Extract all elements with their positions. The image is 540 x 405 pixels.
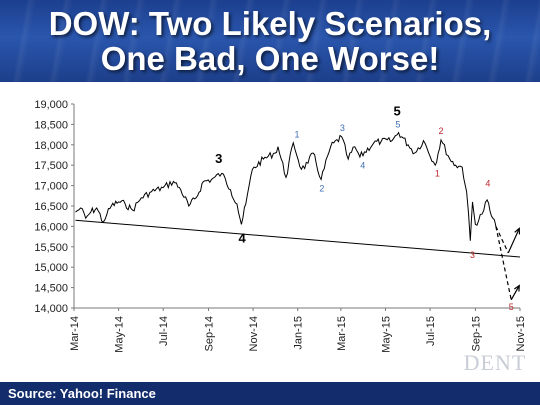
y-tick-label: 14,000 <box>34 303 68 315</box>
x-tick-label: Mar-15 <box>336 316 348 351</box>
dow-line-chart: 14,000 14,500 15,000 15,500 16,000 16,500 17,0… <box>34 99 527 353</box>
dow-price-line <box>75 131 497 241</box>
y-tick-label: 18,500 <box>34 119 68 131</box>
wave-label-red: 4 <box>485 178 490 188</box>
x-tick-label: May-15 <box>380 316 392 353</box>
wave-label-red: 1 <box>435 169 440 179</box>
chart-title-line-2: One Bad, One Worse! <box>100 40 440 77</box>
source-label: Source: Yahoo! Finance <box>8 386 156 401</box>
y-tick-label: 19,000 <box>34 99 68 111</box>
y-tick-label: 17,500 <box>34 160 68 172</box>
x-tick-label: Nov-15 <box>515 316 527 351</box>
x-tick-label: Jan-15 <box>293 316 305 350</box>
plot-area: 14,000 14,500 15,000 15,500 16,000 16,500 17,0… <box>0 82 540 382</box>
y-tick-label: 16,500 <box>34 201 68 213</box>
wave-label-blue: 5 <box>395 120 400 130</box>
wave-label-blue: 2 <box>319 183 324 193</box>
y-tick-label: 15,000 <box>34 262 68 274</box>
x-tick-label: Sep-15 <box>470 316 482 351</box>
y-tick-label: 14,500 <box>34 283 68 295</box>
wave-label-red: 3 <box>470 250 475 260</box>
source-footer: Source: Yahoo! Finance <box>0 382 540 405</box>
wave-label-red: 5 <box>509 302 514 312</box>
projection-bad-decline <box>495 226 509 254</box>
wave-label-black: 5 <box>394 103 401 118</box>
x-tick-label: Jul-14 <box>158 316 170 346</box>
chart-title-line-1: DOW: Two Likely Scenarios, <box>48 5 492 42</box>
wave-label-black: 4 <box>239 231 247 246</box>
y-tick-label: 18,000 <box>34 140 68 152</box>
wave-label-black: 3 <box>215 151 222 166</box>
x-tick-label: Mar-14 <box>69 316 81 351</box>
projection-bad-arrowhead <box>514 227 521 235</box>
dent-logo: DENT <box>463 350 527 375</box>
wave-label-blue: 4 <box>360 160 365 170</box>
projection-worse-rebound <box>510 285 520 301</box>
projection-worse-arrowhead <box>514 284 520 292</box>
y-tick-label: 16,000 <box>34 221 68 233</box>
x-tick-label: Sep-14 <box>204 316 216 351</box>
support-trendline <box>75 219 521 258</box>
banner-texture <box>0 0 540 82</box>
title-banner: DOW: Two Likely Scenarios, One Bad, One … <box>0 0 540 82</box>
wave-label-blue: 3 <box>340 123 345 133</box>
x-tick-label: Jul-15 <box>425 316 437 346</box>
projection-bad-rebound <box>507 228 520 254</box>
y-tick-label: 17,000 <box>34 181 68 193</box>
wave-label-red: 2 <box>439 126 444 136</box>
projection-worse-decline <box>495 226 512 300</box>
x-tick-label: May-14 <box>114 316 126 353</box>
wave-label-blue: 1 <box>294 129 299 139</box>
x-tick-label: Nov-14 <box>248 316 260 351</box>
y-tick-label: 15,500 <box>34 242 68 254</box>
